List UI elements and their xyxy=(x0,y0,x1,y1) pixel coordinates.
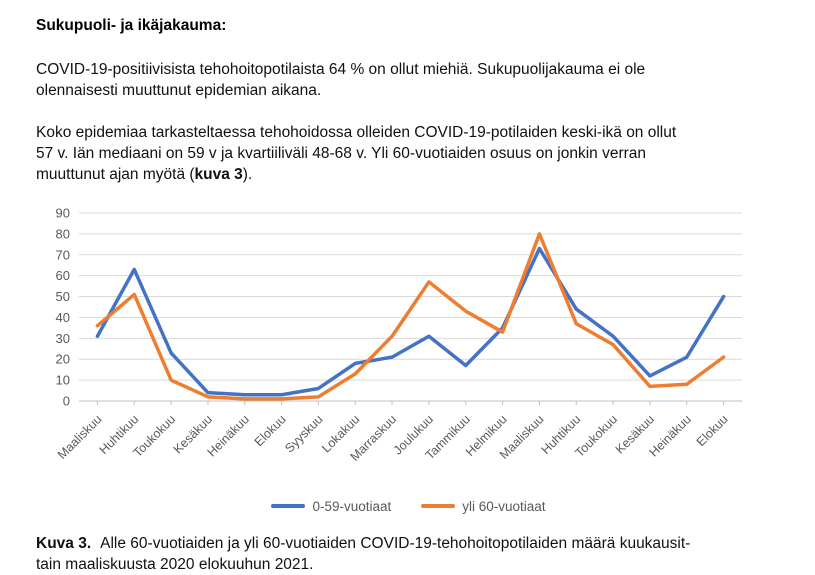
y-tick-label: 90 xyxy=(56,206,70,221)
paragraph-gender-line2: olennaisesti muuttunut epidemian aikana. xyxy=(36,82,322,99)
paragraph-gender: COVID-19-positiivisista tehohoitopotilai… xyxy=(36,59,781,101)
y-tick-label: 60 xyxy=(56,268,70,283)
y-tick-label: 10 xyxy=(56,373,70,388)
y-tick-label: 80 xyxy=(56,226,70,241)
y-tick-label: 50 xyxy=(56,289,70,304)
legend-item-yli-60-vuotiaat: yli 60-vuotiaat xyxy=(421,498,546,514)
paragraph-gender-line1: COVID-19-positiivisista tehohoitopotilai… xyxy=(36,61,646,78)
paragraph-age-line3-end: ). xyxy=(242,166,253,183)
legend-label-0-59-vuotiaat: 0-59-vuotiaat xyxy=(312,498,392,514)
paragraph-age: Koko epidemiaa tarkasteltaessa tehohoido… xyxy=(36,122,781,185)
y-tick-label: 0 xyxy=(63,394,70,409)
line-chart: 0102030405060708090MaaliskuuHuhtikuuTouk… xyxy=(55,206,742,464)
x-tick-label: Syyskuu xyxy=(282,412,325,455)
legend-swatch-orange-line xyxy=(421,504,456,508)
legend-swatch-blue-line xyxy=(271,504,306,508)
legend-label-yli-60-vuotiaat: yli 60-vuotiaat xyxy=(462,498,546,514)
y-tick-label: 70 xyxy=(56,247,70,262)
section-heading: Sukupuoli- ja ikäjakauma: xyxy=(36,17,227,34)
figure-caption-label: Kuva 3. xyxy=(36,535,92,552)
paragraph-age-line2: 57 v. Iän mediaani on 59 v ja kvartiiliv… xyxy=(36,145,647,162)
y-tick-label: 20 xyxy=(56,352,70,367)
figure-reference: kuva 3 xyxy=(194,166,243,183)
series-line-0-59-vuotiaat xyxy=(95,246,726,397)
figure-caption-line1: Alle 60-vuotiaiden ja yli 60-vuotiaiden … xyxy=(100,535,691,552)
figure-caption-line2: tain maaliskuusta 2020 elokuuhun 2021. xyxy=(36,556,314,573)
figure-kuva-3: 0 10 20 30 40 50 60 70 80 90 Maaliskuu Huhtikuu Touk… xyxy=(36,206,781,517)
chart-legend: 0-59-vuotiaat yli 60-vuotiaat xyxy=(36,495,781,517)
series-line-yli 60-vuotiaat xyxy=(95,232,726,401)
y-tick-label: 40 xyxy=(56,310,70,325)
x-tick-label: Maaliskuu xyxy=(55,412,105,462)
paragraph-age-line3: muuttunut ajan myötä ( xyxy=(36,166,195,183)
legend-item-0-59-vuotiaat: 0-59-vuotiaat xyxy=(271,499,391,514)
x-tick-label: Elokuu xyxy=(694,412,731,449)
paragraph-age-line1: Koko epidemiaa tarkasteltaessa tehohoido… xyxy=(36,124,677,141)
y-tick-label: 30 xyxy=(56,331,70,346)
